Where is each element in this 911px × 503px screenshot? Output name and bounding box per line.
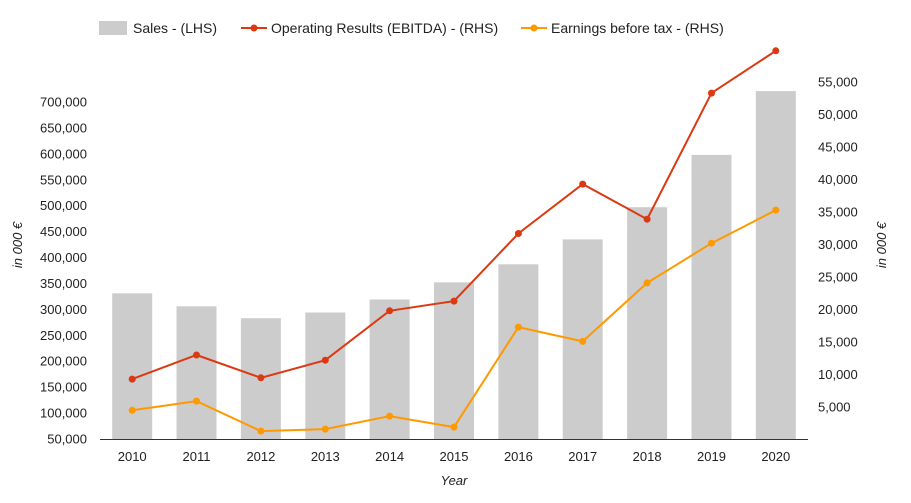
- left-tick-label: 550,000: [40, 172, 87, 187]
- right-tick-label: 50,000: [818, 107, 858, 122]
- left-tick-label: 500,000: [40, 198, 87, 213]
- x-tick-label: 2017: [568, 449, 597, 464]
- ebt-point-2012: [257, 427, 265, 435]
- right-tick-label: 30,000: [818, 237, 858, 252]
- left-tick-label: 150,000: [40, 380, 87, 395]
- ebt-point-2013: [321, 425, 329, 433]
- legend-label-ebt: Earnings before tax - (RHS): [551, 20, 724, 36]
- left-axis-title: in 000 €: [10, 221, 25, 268]
- sales-bar-2020: [755, 91, 796, 439]
- right-tick-label: 20,000: [818, 302, 858, 317]
- ebt-point-2018: [643, 279, 651, 287]
- sales-bar-2019: [691, 154, 732, 439]
- left-tick-label: 350,000: [40, 276, 87, 291]
- ebitda-point-2015: [450, 297, 458, 305]
- right-tick-label: 45,000: [818, 140, 858, 155]
- right-tick-label: 55,000: [818, 75, 858, 90]
- left-tick-label: 450,000: [40, 224, 87, 239]
- right-tick-label: 5,000: [818, 400, 851, 415]
- sales-bar-2011: [176, 306, 217, 439]
- sales-bar-2015: [434, 282, 474, 439]
- x-tick-label: 2013: [311, 449, 340, 464]
- legend-marker-ebt: [530, 24, 538, 32]
- x-tick-label: 2016: [504, 449, 533, 464]
- ebt-point-2015: [450, 423, 458, 431]
- ebitda-point-2011: [193, 351, 200, 359]
- legend-label-sales: Sales - (LHS): [133, 20, 217, 36]
- ebt-point-2011: [193, 397, 200, 405]
- left-tick-label: 650,000: [40, 120, 87, 135]
- ebitda-point-2010: [128, 375, 136, 383]
- line-series: [128, 47, 780, 435]
- ebitda-point-2013: [321, 356, 329, 364]
- ebitda-point-2016: [514, 230, 522, 237]
- x-tick-label: 2012: [246, 449, 275, 464]
- left-tick-label: 300,000: [40, 302, 87, 317]
- sales-bars: [112, 91, 796, 439]
- ebt-point-2020: [772, 206, 780, 214]
- ebt-point-2014: [386, 412, 394, 420]
- x-tick-label: 2014: [375, 449, 404, 464]
- x-tick-label: 2019: [697, 449, 726, 464]
- left-tick-label: 400,000: [40, 250, 87, 265]
- x-tick-label: 2010: [118, 449, 147, 464]
- ebt-point-2019: [708, 239, 715, 247]
- left-tick-label: 200,000: [40, 354, 87, 369]
- right-axis-title: in 000 €: [874, 221, 889, 268]
- x-axis-ticks: 2010 2011 2012 2013 2014 2015 2016 2017 2018 2019…: [118, 449, 791, 464]
- ebitda-point-2018: [643, 215, 651, 223]
- ebt-point-2010: [128, 406, 136, 414]
- sales-bar-2018: [627, 207, 668, 439]
- sales-bar-2013: [305, 312, 346, 439]
- ebt-point-2016: [514, 323, 522, 331]
- ebitda-point-2017: [579, 180, 587, 188]
- right-tick-label: 35,000: [818, 205, 858, 220]
- left-axis-ticks: 50,000 100,000 150,000 200,000 250,000 300,00…: [40, 95, 87, 447]
- left-tick-label: 600,000: [40, 146, 87, 161]
- legend-marker-ebitda: [250, 24, 258, 32]
- x-axis-title: Year: [441, 473, 468, 488]
- right-tick-label: 15,000: [818, 335, 858, 350]
- ebitda-point-2019: [708, 89, 715, 97]
- legend: Sales - (LHS) Operating Results (EBITDA) …: [99, 20, 724, 36]
- left-tick-label: 700,000: [40, 95, 87, 110]
- left-tick-label: 250,000: [40, 328, 87, 343]
- ebitda-point-2014: [386, 307, 394, 315]
- x-tick-label: 2011: [183, 449, 211, 464]
- right-tick-label: 25,000: [818, 270, 858, 285]
- legend-label-ebitda: Operating Results (EBITDA) - (RHS): [271, 20, 498, 36]
- right-tick-label: 10,000: [818, 367, 858, 382]
- right-tick-label: 40,000: [818, 172, 858, 187]
- legend-swatch-sales: [99, 21, 127, 35]
- x-tick-label: 2020: [761, 449, 790, 464]
- x-tick-label: 2018: [633, 449, 662, 464]
- left-tick-label: 100,000: [40, 406, 87, 421]
- sales-bar-2010: [112, 293, 153, 439]
- right-axis-ticks: 5,000 10,000 15,000 20,000 25,000 30,000 35,00…: [818, 75, 858, 415]
- left-tick-label: 50,000: [47, 432, 87, 447]
- ebitda-point-2012: [257, 374, 265, 382]
- x-tick-label: 2015: [440, 449, 469, 464]
- ebt-point-2017: [579, 337, 587, 345]
- ebitda-point-2020: [772, 47, 780, 55]
- sales-bar-2016: [498, 264, 539, 439]
